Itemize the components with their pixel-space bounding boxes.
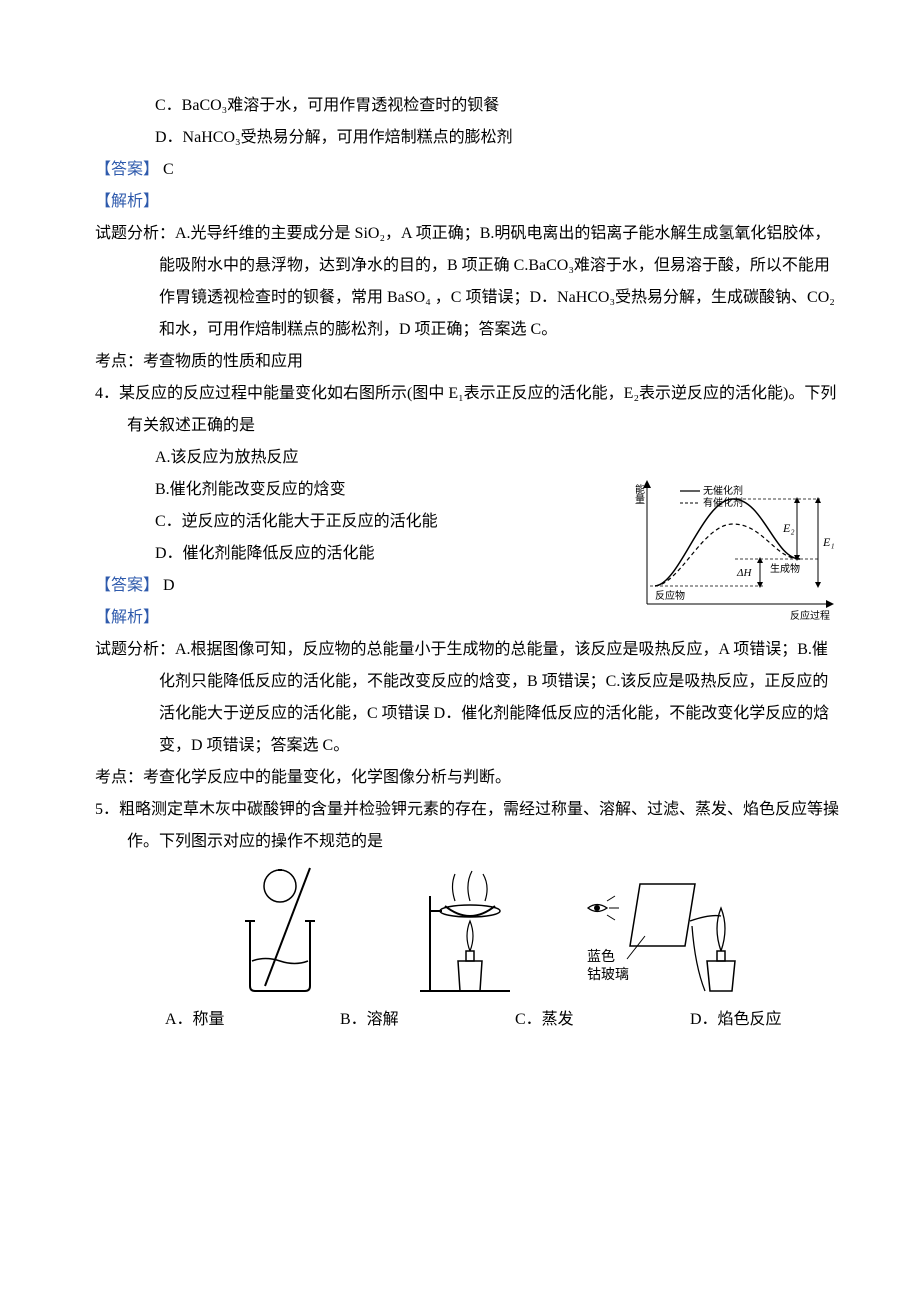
figure-evaporate [400,866,530,996]
q3-option-c: C．BaCO₃难溶于水，可用作胃透视检查时的钡餐 [95,90,840,122]
figure-flame-test: 蓝色 钴玻璃 [585,866,755,996]
svg-text:E₁: E₁ [822,535,835,549]
q4-option-b: B.催化剂能改变反应的焓变 [95,474,575,506]
answer-value: C [163,161,174,178]
q3-analysis: 试题分析：A.光导纤维的主要成分是 SiO₂，A 项正确；B.明矾电离出的铝离子… [95,218,840,346]
svg-text:有催化剂: 有催化剂 [703,496,743,509]
answer-label: 【答案】 [95,577,159,594]
q4-option-d: D．催化剂能降低反应的活化能 [95,538,575,570]
q4-analysis: 试题分析：A.根据图像可知，反应物的总能量小于生成物的总能量，该反应是吸热反应，… [95,634,840,762]
q4-topic: 考点：考查化学反应中的能量变化，化学图像分析与判断。 [95,762,840,794]
page: C．BaCO₃难溶于水，可用作胃透视检查时的钡餐 D．NaHCO₃受热易分解，可… [0,0,920,1302]
svg-text:无催化剂: 无催化剂 [703,484,743,497]
q3-topic: 考点：考查物质的性质和应用 [95,346,840,378]
q5-stem: 5．粗略测定草木灰中碳酸钾的含量并检验钾元素的存在，需经过称量、溶解、过滤、蒸发… [95,794,840,858]
q3-answer: 【答案】 C [95,154,840,186]
q3-analysis-label: 【解析】 [95,186,840,218]
answer-label: 【答案】 [95,161,159,178]
q4-stem: 4．某反应的反应过程中能量变化如右图所示(图中 E₁表示正反应的活化能，E₂表示… [95,378,840,442]
svg-text:反应物: 反应物 [655,589,685,602]
caption-c: C．蒸发 [515,1004,635,1036]
q3-option-d: D．NaHCO₃受热易分解，可用作焙制糕点的膨松剂 [95,122,840,154]
q5-captions: A．称量 B．溶解 C．蒸发 D．焰色反应 [95,1004,840,1036]
svg-text:反应过程: 反应过程 [790,609,830,622]
q4-body: A.该反应为放热反应 B.催化剂能改变反应的焓变 C．逆反应的活化能大于正反应的… [95,442,840,570]
q5-figures: 蓝色 钴玻璃 [95,866,840,996]
answer-value: D [163,577,175,594]
caption-d: D．焰色反应 [690,1004,830,1036]
svg-text:E₂: E₂ [782,521,795,535]
svg-text:生成物: 生成物 [770,562,800,575]
svg-text:能量: 能量 [633,483,645,504]
svg-text:蓝色: 蓝色 [587,948,615,965]
caption-b: B．溶解 [340,1004,460,1036]
energy-diagram: 能量 反应过程 ΔH E₂ E₁ [625,474,840,624]
figure-dissolve [215,866,345,996]
q4-option-a: A.该反应为放热反应 [95,442,575,474]
q4-option-c: C．逆反应的活化能大于正反应的活化能 [95,506,575,538]
svg-text:ΔH: ΔH [736,567,752,579]
svg-text:钴玻璃: 钴玻璃 [587,966,629,983]
caption-a: A．称量 [165,1004,285,1036]
q4-options: A.该反应为放热反应 B.催化剂能改变反应的焓变 C．逆反应的活化能大于正反应的… [95,442,575,570]
